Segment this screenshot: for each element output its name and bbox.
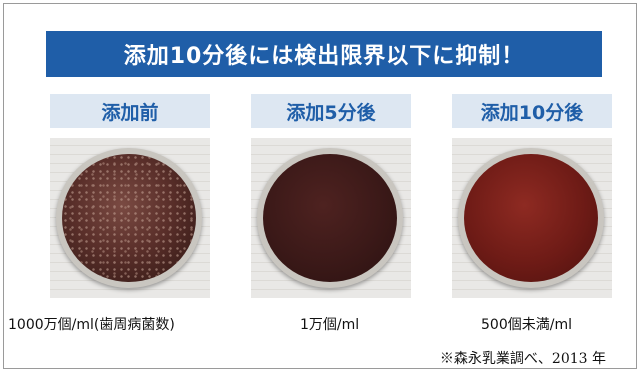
caption-before: 1000万個/ml(歯周病菌数) xyxy=(8,317,175,333)
panel-label-10min: 添加10分後 xyxy=(452,94,612,128)
caption-5min: 1万個/ml xyxy=(300,317,360,333)
figure-frame: 添加10分後には検出限界以下に抑制！ 添加前 1000万個/ml(歯周病菌数) … xyxy=(3,3,637,369)
panel-label-5min: 添加5分後 xyxy=(251,94,411,128)
panel-label-before: 添加前 xyxy=(50,94,210,128)
caption-10min: 500個未満/ml xyxy=(481,317,572,333)
petri-dish-photo-5min xyxy=(251,138,411,298)
petri-dish-photo-before xyxy=(50,138,210,298)
headline-banner: 添加10分後には検出限界以下に抑制！ xyxy=(46,31,602,77)
source-note: ※森永乳業調べ、2013 年 xyxy=(439,351,606,367)
petri-dish-photo-10min xyxy=(452,138,612,298)
